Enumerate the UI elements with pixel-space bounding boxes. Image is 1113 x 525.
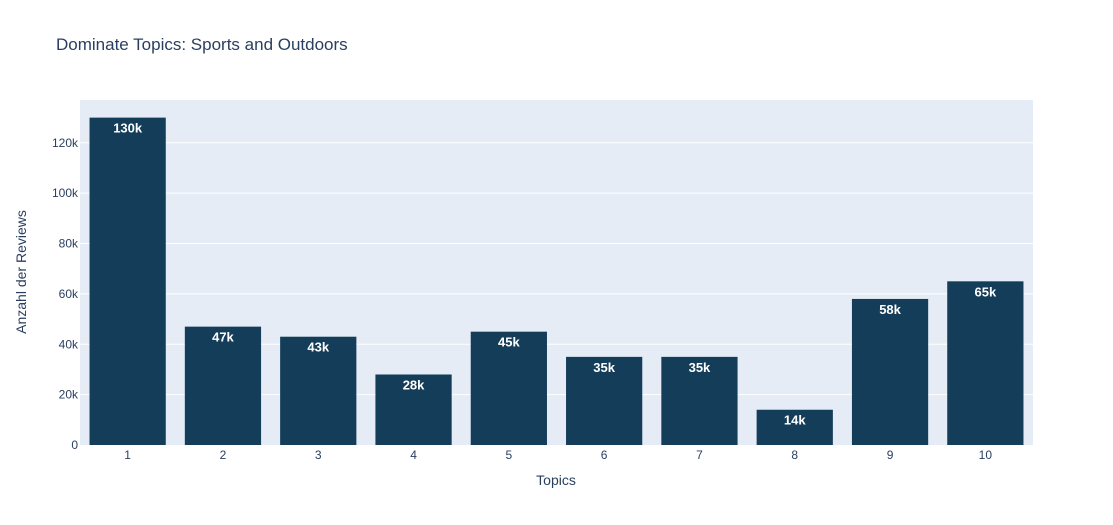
y-tick-label: 120k <box>52 136 79 150</box>
bar-data-label: 47k <box>212 330 234 345</box>
y-tick-label: 0 <box>71 438 78 452</box>
x-tick-label: 3 <box>315 448 322 462</box>
chart-title: Dominate Topics: Sports and Outdoors <box>56 35 348 54</box>
bar-data-label: 35k <box>689 360 711 375</box>
bar-topic-10 <box>947 281 1024 445</box>
y-axis-ticks: 0 20k 40k 60k 80k 100k 120k <box>52 136 79 452</box>
bar-data-label: 28k <box>403 377 425 392</box>
x-tick-label: 6 <box>601 448 608 462</box>
x-tick-label: 1 <box>124 448 131 462</box>
x-tick-label: 5 <box>506 448 513 462</box>
x-tick-label: 8 <box>791 448 798 462</box>
bar-data-label: 14k <box>784 413 806 428</box>
bar-topic-2 <box>184 326 262 445</box>
bar-labels: 130k 47k 43k 28k 45k 35k 35k 14k 58k 65k <box>113 121 997 428</box>
bar-topic-3 <box>280 336 357 445</box>
bar-topic-5 <box>470 331 547 445</box>
bar-data-label: 58k <box>879 302 901 317</box>
bar-data-label: 130k <box>113 121 143 136</box>
bar-topic-6 <box>566 356 643 445</box>
x-tick-label: 10 <box>979 448 993 462</box>
y-tick-label: 40k <box>59 337 79 351</box>
x-tick-label: 4 <box>410 448 417 462</box>
x-tick-label: 7 <box>696 448 703 462</box>
bar-topic-4 <box>375 374 452 445</box>
bar-topic-1 <box>89 117 166 445</box>
bars <box>89 117 1024 445</box>
x-tick-label: 2 <box>220 448 227 462</box>
bar-data-label: 43k <box>307 340 329 355</box>
y-tick-label: 80k <box>59 237 79 251</box>
x-axis-title: Topics <box>536 472 576 488</box>
bar-topic-8 <box>756 409 833 445</box>
y-tick-label: 100k <box>52 186 79 200</box>
y-tick-label: 60k <box>59 287 79 301</box>
y-axis-title: Anzahl der Reviews <box>13 210 29 334</box>
bar-data-label: 35k <box>593 360 615 375</box>
x-tick-label: 9 <box>887 448 894 462</box>
bar-topic-7 <box>661 356 738 445</box>
bar-data-label: 45k <box>498 335 520 350</box>
y-tick-label: 20k <box>59 388 79 402</box>
bar-topic-9 <box>851 298 929 445</box>
x-axis-ticks: 1 2 3 4 5 6 7 8 9 10 <box>124 448 992 462</box>
bar-data-label: 65k <box>974 284 996 299</box>
